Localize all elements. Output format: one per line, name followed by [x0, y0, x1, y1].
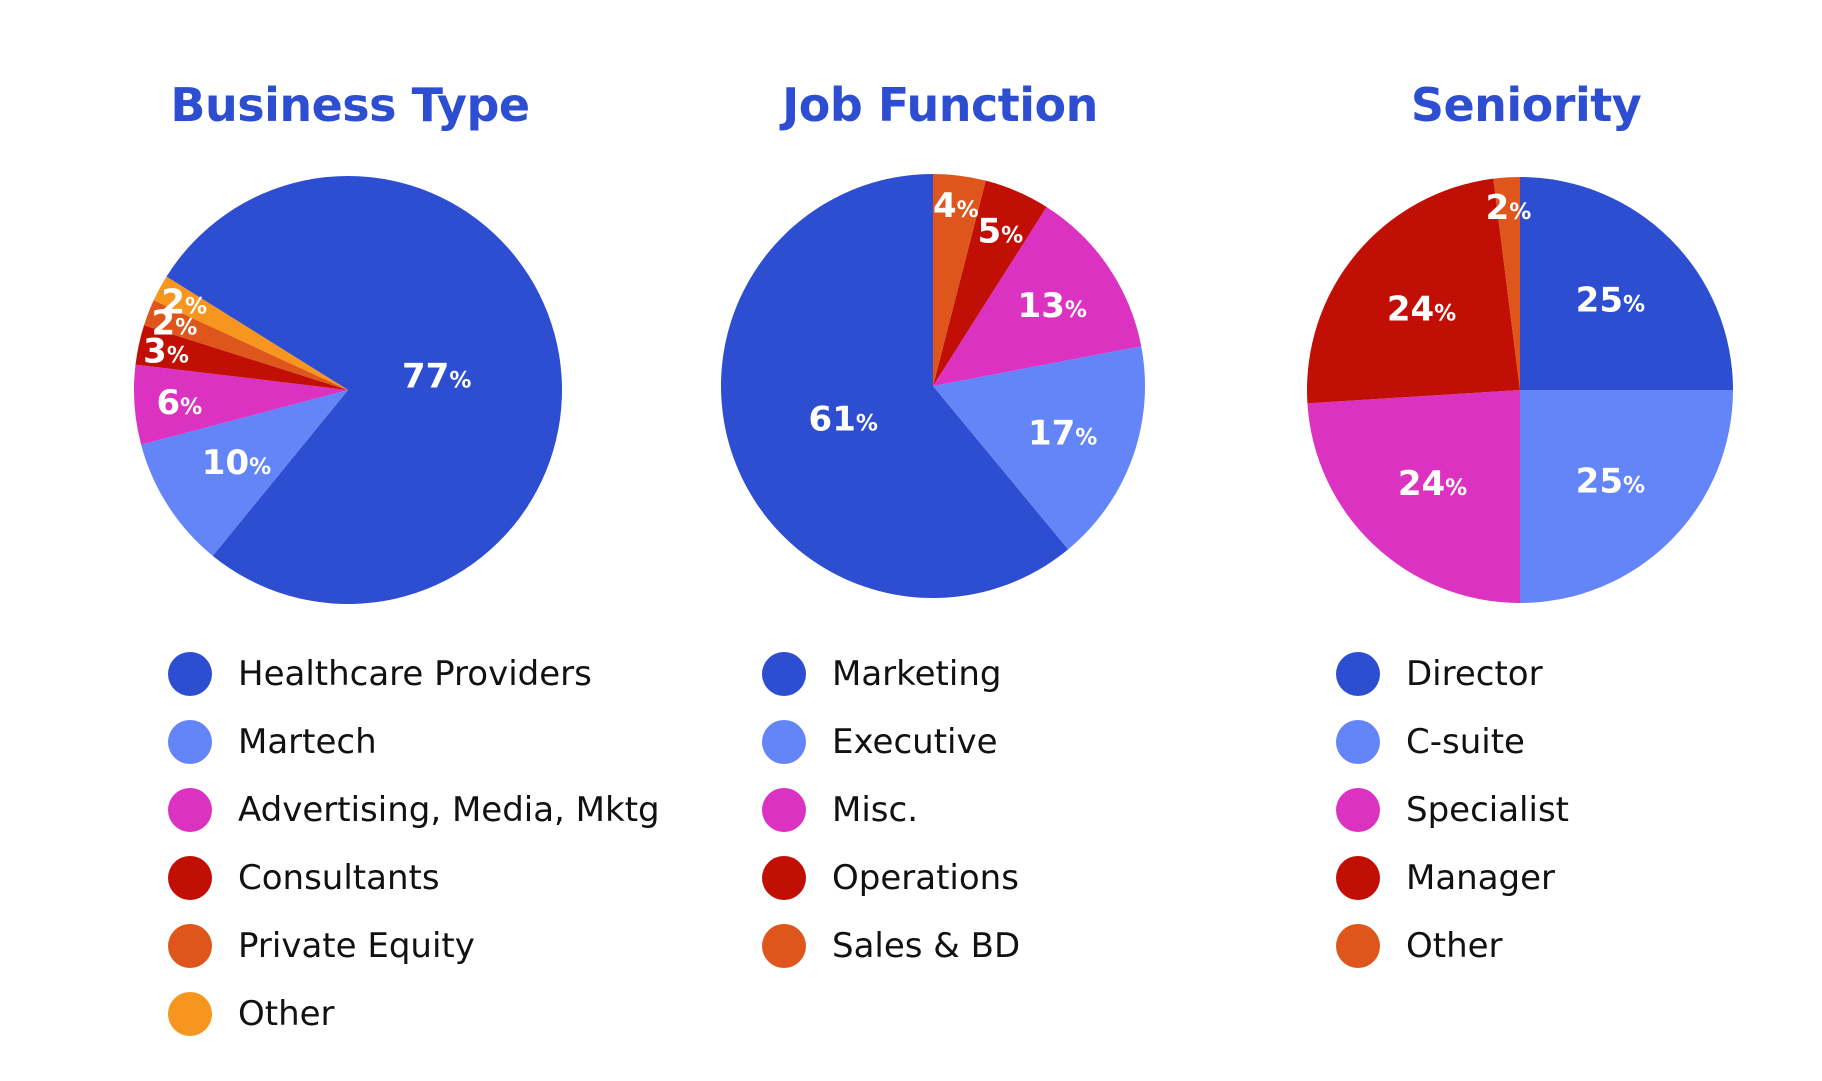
pie-slices — [134, 176, 562, 604]
pie-slice-misc- — [933, 207, 1142, 386]
legend-swatch — [1336, 720, 1380, 764]
legend-label: Other — [238, 994, 335, 1034]
pie-slice-martech — [141, 390, 348, 556]
legend-swatch — [1336, 924, 1380, 968]
legend-swatch — [1336, 652, 1380, 696]
slice-value-label: 10% — [202, 443, 271, 483]
legend-item: Sales & BD — [762, 912, 1020, 980]
job-function-legend: Marketing Executive Misc. Operations Sales &… — [762, 640, 1020, 980]
legend-label: Director — [1406, 654, 1543, 694]
legend-swatch — [1336, 856, 1380, 900]
legend-label: Other — [1406, 926, 1503, 966]
legend-item: Consultants — [168, 844, 660, 912]
legend-item: Specialist — [1336, 776, 1569, 844]
slice-value-label: 24% — [1387, 290, 1456, 330]
chart-title: Seniority — [1410, 78, 1642, 132]
slice-value-label: 4% — [933, 186, 979, 226]
pie-slice-manager — [1307, 178, 1520, 404]
pie-slice-consultants — [135, 325, 348, 390]
legend-swatch — [168, 924, 212, 968]
slice-value-label: 77% — [402, 356, 471, 396]
slice-value-label: 13% — [1018, 286, 1087, 326]
pie-labels: 61% 17% 13% 5%4% — [809, 186, 1098, 454]
legend-item: Director — [1336, 640, 1569, 708]
business-type-legend: Healthcare Providers Martech Advertising, … — [168, 640, 660, 1048]
legend-swatch — [168, 720, 212, 764]
legend-label: Advertising, Media, Mktg — [238, 790, 660, 830]
legend-item: Private Equity — [168, 912, 660, 980]
legend-item: Other — [168, 980, 660, 1048]
slice-value-label: 3% — [143, 332, 189, 372]
chart-title: Business Type — [170, 78, 530, 132]
slice-value-label: 25% — [1576, 461, 1645, 501]
slice-value-label: 25% — [1576, 281, 1645, 321]
legend-item: Healthcare Providers — [168, 640, 660, 708]
legend-label: C-suite — [1406, 722, 1525, 762]
legend-swatch — [1336, 788, 1380, 832]
pie-labels: 25% 25% 24% 24% 2% — [1387, 188, 1645, 504]
legend-label: Consultants — [238, 858, 440, 898]
legend-item: Manager — [1336, 844, 1569, 912]
pie-slice-operations — [933, 180, 1047, 386]
seniority-pie: 25% 25% 24% 24% 2% — [1307, 177, 1733, 603]
seniority-legend: Director C-suite Specialist Manager Other — [1336, 640, 1569, 980]
legend-label: Sales & BD — [832, 926, 1021, 966]
business-type-pie: 77%10%6%3%2%2% — [134, 176, 562, 604]
legend-item: Martech — [168, 708, 660, 776]
pie-slice-c-suite — [1520, 390, 1733, 603]
pie-slice-healthcare-providers — [166, 176, 562, 604]
pie-slice-private-equity — [144, 300, 348, 390]
job-function-chart: Job Function 61% 17% 13% 5% 4% Marketing Exec… — [650, 0, 1230, 1081]
slice-value-label: 6% — [156, 383, 202, 423]
legend-item: Operations — [762, 844, 1020, 912]
pie-slice-marketing — [721, 174, 1069, 599]
legend-label: Misc. — [832, 790, 918, 830]
legend-label: Operations — [832, 858, 1019, 898]
legend-label: Executive — [832, 722, 998, 762]
legend-item: Executive — [762, 708, 1020, 776]
legend-item: Advertising, Media, Mktg — [168, 776, 660, 844]
pie-slices — [1307, 177, 1733, 603]
legend-swatch — [762, 856, 806, 900]
legend-swatch — [168, 652, 212, 696]
slice-value-label: 2% — [161, 282, 207, 322]
slice-value-label: 2% — [1486, 188, 1532, 228]
legend-swatch — [762, 720, 806, 764]
legend-item: Misc. — [762, 776, 1020, 844]
pie-slices — [721, 174, 1145, 599]
legend-label: Specialist — [1406, 790, 1569, 830]
legend-swatch — [762, 652, 806, 696]
legend-item: C-suite — [1336, 708, 1569, 776]
business-type-chart: Business Type 77% 10% 6% 3% 2% 2% Healthcare … — [60, 0, 660, 1081]
legend-swatch — [762, 788, 806, 832]
slice-value-label: 2% — [152, 304, 198, 344]
pie-slice-advertising-media-mktg — [134, 364, 348, 445]
pie-labels: 77%10%6%3%2%2% — [143, 282, 471, 482]
legend-swatch — [168, 788, 212, 832]
seniority-chart: Seniority 25% 25% 24% 24% 2% Director C-suite… — [1236, 0, 1816, 1081]
legend-item: Marketing — [762, 640, 1020, 708]
legend-label: Healthcare Providers — [238, 654, 592, 694]
slice-value-label: 17% — [1028, 414, 1097, 454]
slice-value-label: 5% — [977, 211, 1023, 251]
pie-slice-other — [153, 276, 348, 390]
legend-swatch — [168, 856, 212, 900]
chart-title: Job Function — [782, 78, 1098, 132]
legend-item: Other — [1336, 912, 1569, 980]
job-function-pie: 61% 17% 13% 5%4% — [721, 174, 1145, 599]
pie-slice-director — [1520, 177, 1733, 390]
pie-slice-other — [1493, 177, 1520, 390]
legend-swatch — [168, 992, 212, 1036]
legend-label: Manager — [1406, 858, 1556, 898]
legend-swatch — [762, 924, 806, 968]
pie-slice-specialist — [1307, 390, 1520, 603]
legend-label: Martech — [238, 722, 377, 762]
legend-label: Marketing — [832, 654, 1002, 694]
pie-slice-executive — [933, 346, 1145, 550]
legend-label: Private Equity — [238, 926, 475, 966]
pie-slice-sales-bd — [933, 174, 986, 386]
slice-value-label: 61% — [809, 399, 878, 439]
slice-value-label: 24% — [1398, 464, 1467, 504]
